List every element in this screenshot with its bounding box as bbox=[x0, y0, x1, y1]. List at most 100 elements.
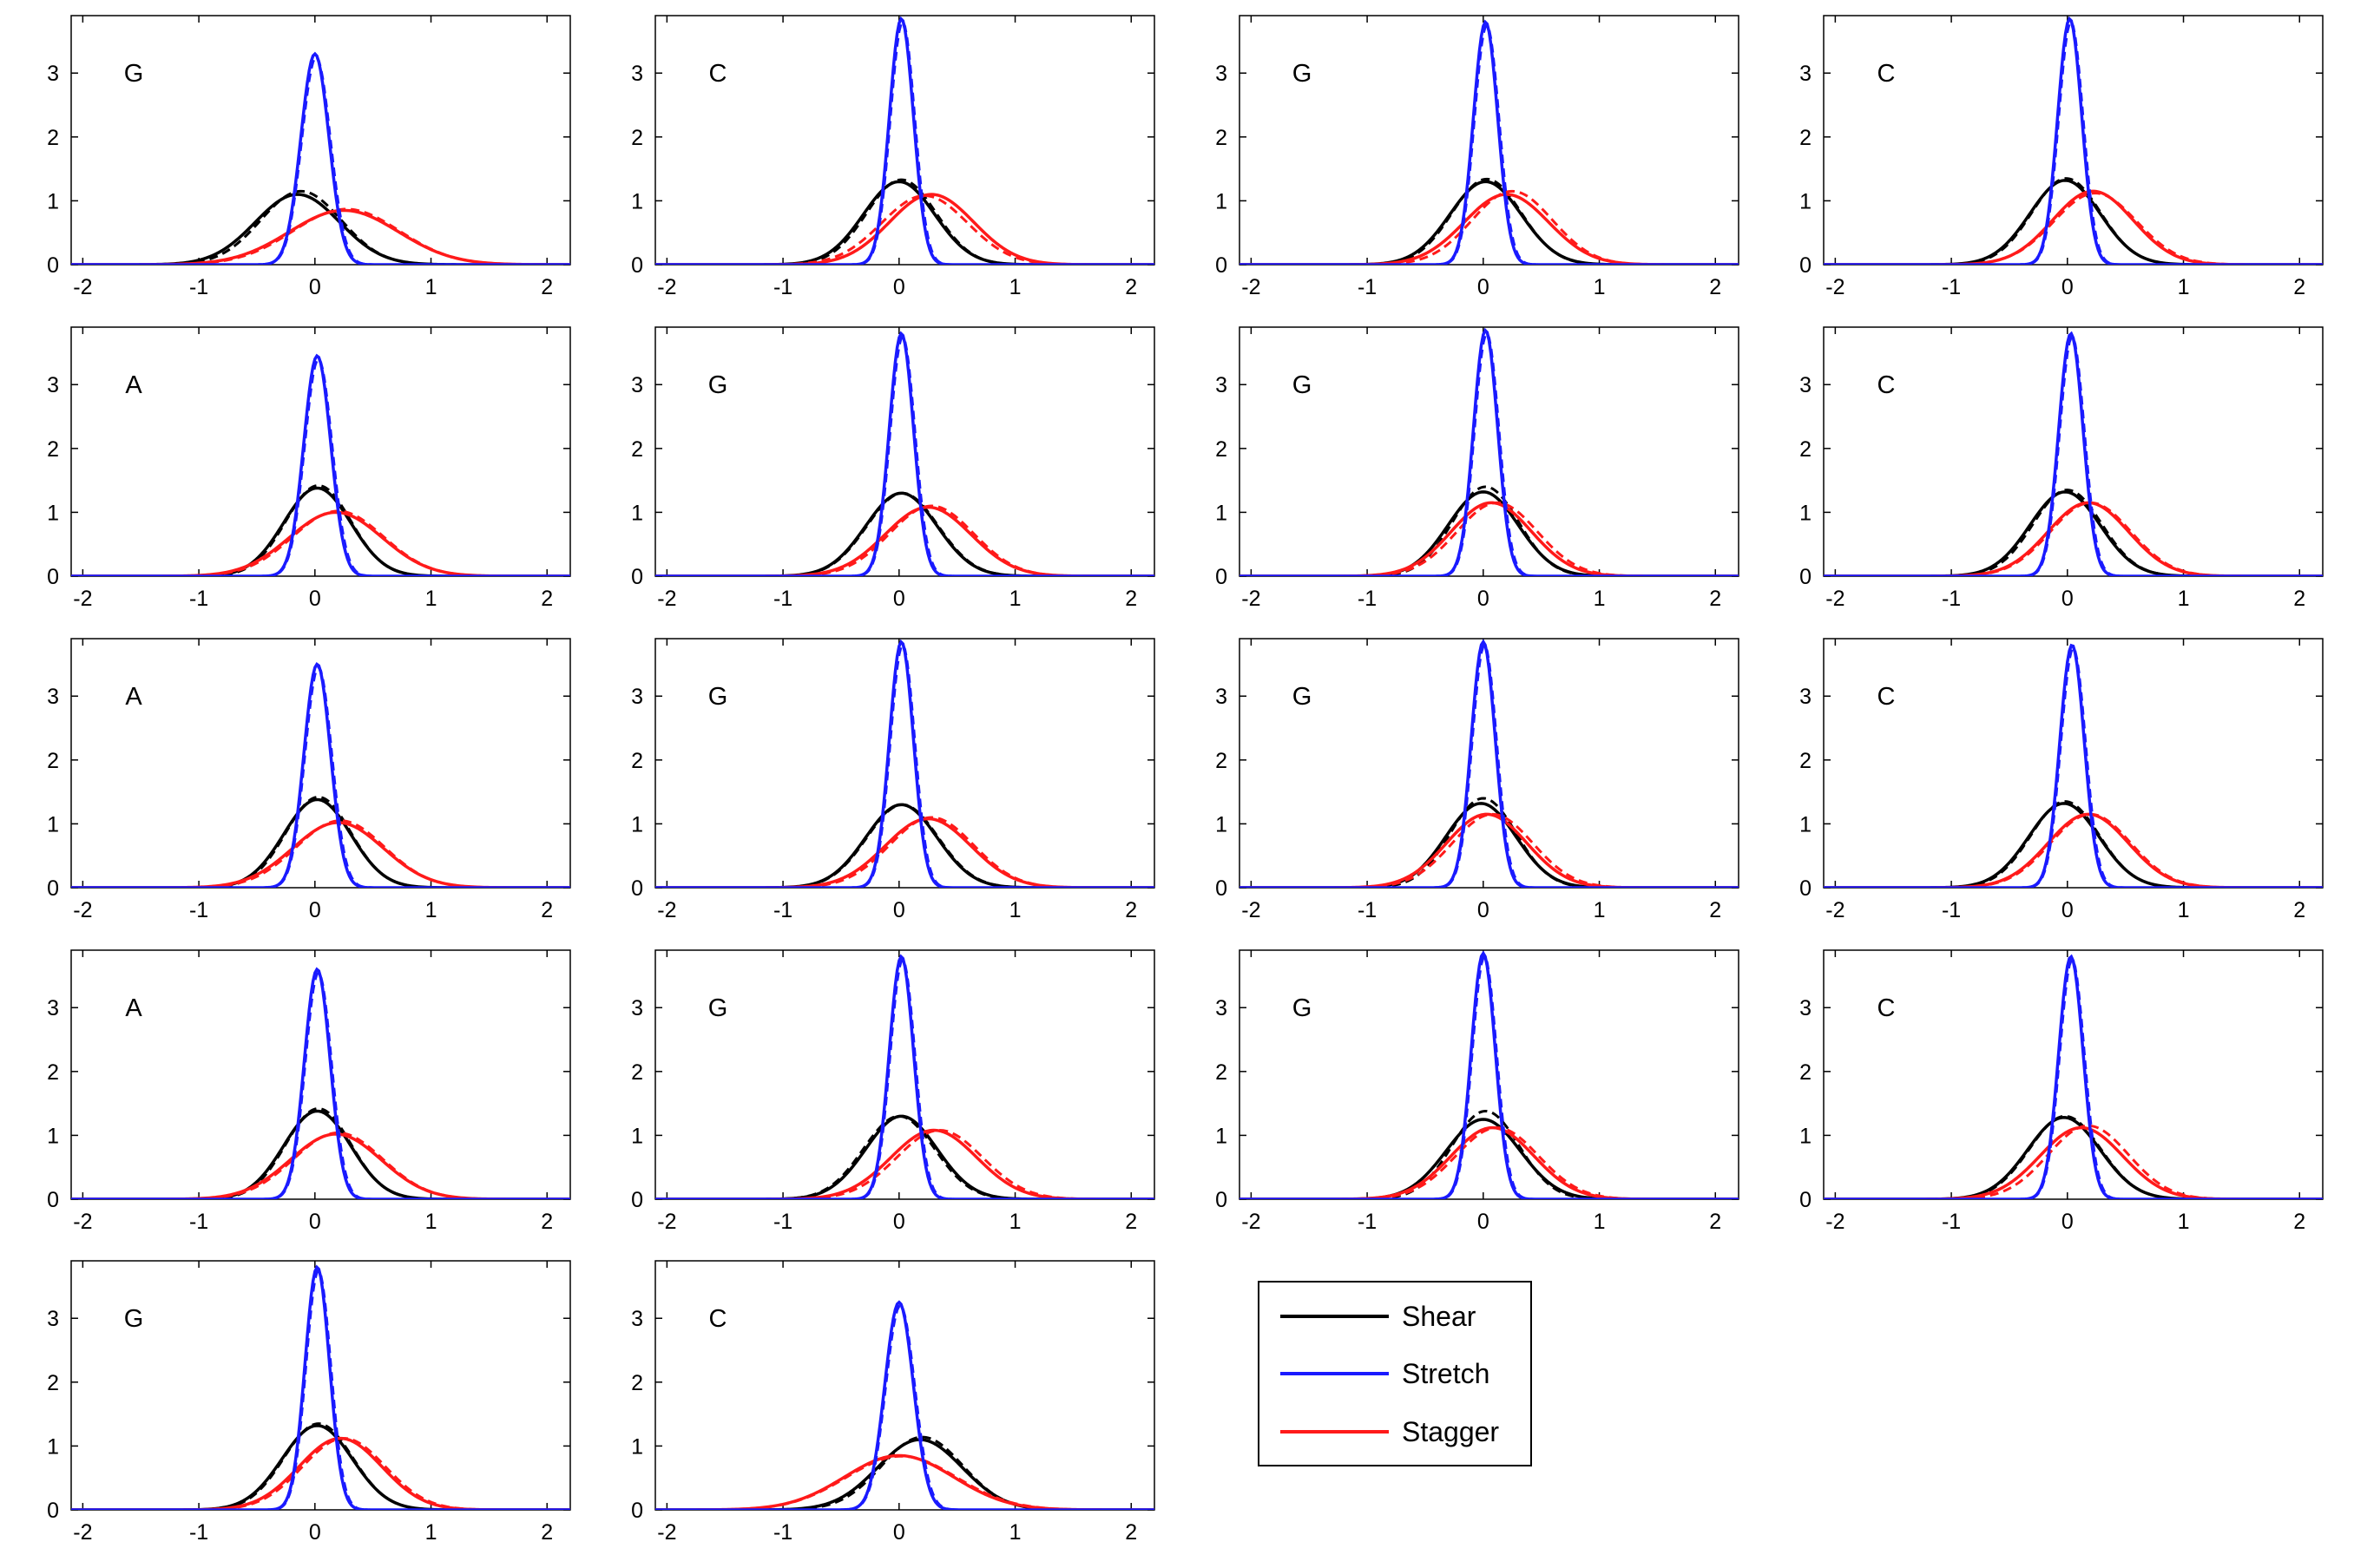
legend-label-shear: Shear bbox=[1402, 1301, 1476, 1332]
y-tick-label: 1 bbox=[631, 812, 643, 836]
y-tick-label: 1 bbox=[1215, 189, 1227, 213]
x-tick-label: 1 bbox=[2178, 898, 2190, 922]
y-tick-label: 3 bbox=[631, 62, 643, 86]
x-tick-label: 2 bbox=[2293, 587, 2305, 611]
panel-11: -2 -1 0 1 2 0 1 2 3 G bbox=[1215, 638, 1739, 922]
y-tick-label: 3 bbox=[1215, 685, 1227, 709]
x-tick-label: 0 bbox=[2061, 1210, 2074, 1234]
x-tick-label: -2 bbox=[657, 898, 676, 922]
x-tick-label: -2 bbox=[73, 275, 92, 299]
series-stretch-line bbox=[71, 51, 570, 265]
panel-label: G bbox=[124, 1305, 144, 1333]
y-tick-label: 1 bbox=[631, 1434, 643, 1459]
panel-label: C bbox=[1877, 683, 1896, 711]
series-stretch-line bbox=[1824, 643, 2323, 888]
y-tick-label: 2 bbox=[631, 437, 643, 462]
y-tick-label: 0 bbox=[47, 1188, 59, 1212]
curves bbox=[1824, 331, 2323, 576]
y-tick-label: 2 bbox=[631, 126, 643, 150]
y-tick-label: 3 bbox=[1799, 62, 1812, 86]
series-stretch-line bbox=[1239, 639, 1739, 888]
x-tick-label: 0 bbox=[309, 898, 321, 922]
series-shear-line bbox=[655, 491, 1154, 576]
series-shear-line bbox=[71, 486, 570, 576]
x-tick-label: 1 bbox=[1009, 275, 1022, 299]
curves bbox=[1239, 327, 1739, 576]
x-tick-label: 1 bbox=[1009, 1210, 1022, 1234]
series-stretch-line bbox=[1239, 327, 1739, 576]
axes-frame bbox=[70, 949, 571, 1200]
y-tick-label: 3 bbox=[631, 685, 643, 709]
y-tick-label: 0 bbox=[1799, 565, 1812, 589]
axes-frame bbox=[654, 1260, 1155, 1511]
y-tick-label: 3 bbox=[1799, 373, 1812, 397]
panel-12: -2 -1 0 1 2 0 1 2 3 C bbox=[1799, 638, 2324, 922]
y-tick-label: 1 bbox=[1799, 1124, 1812, 1148]
curves bbox=[71, 661, 570, 888]
x-tick-label: -1 bbox=[773, 898, 792, 922]
panel-1: -2 -1 0 1 2 0 1 2 3 G bbox=[47, 15, 571, 299]
y-tick-label: 0 bbox=[631, 1499, 643, 1523]
series-shear-line bbox=[1824, 490, 2323, 576]
panel-label: G bbox=[1292, 371, 1312, 399]
panel-label: G bbox=[708, 994, 728, 1022]
x-tick-label: -1 bbox=[189, 587, 208, 611]
series-stretch-line bbox=[1824, 331, 2323, 576]
curves bbox=[655, 331, 1154, 576]
y-tick-label: 2 bbox=[631, 1060, 643, 1085]
x-tick-label: 1 bbox=[425, 898, 437, 922]
y-tick-label: 1 bbox=[47, 812, 59, 836]
series-shear-line bbox=[1239, 802, 1739, 888]
y-tick-label: 1 bbox=[1799, 189, 1812, 213]
panel-4: -2 -1 0 1 2 0 1 2 3 C bbox=[1799, 15, 2324, 299]
curves bbox=[655, 954, 1154, 1199]
x-tick-label: -2 bbox=[1825, 587, 1844, 611]
panel-label: G bbox=[708, 683, 728, 711]
y-tick-label: 1 bbox=[1215, 1124, 1227, 1148]
y-tick-label: 1 bbox=[47, 1434, 59, 1459]
x-tick-label: 1 bbox=[2178, 587, 2190, 611]
y-tick-label: 3 bbox=[47, 685, 59, 709]
x-tick-label: -1 bbox=[1942, 275, 1961, 299]
panel-15: -2 -1 0 1 2 0 1 2 3 G bbox=[1215, 949, 1739, 1234]
x-tick-label: 1 bbox=[425, 1210, 437, 1234]
y-tick-label: 3 bbox=[47, 62, 59, 86]
x-tick-label: 2 bbox=[1125, 587, 1137, 611]
y-tick-label: 0 bbox=[1215, 1188, 1227, 1212]
panel-18: -2 -1 0 1 2 0 1 2 3 C bbox=[631, 1260, 1155, 1545]
y-tick-label: 0 bbox=[1215, 565, 1227, 589]
axes-frame bbox=[1823, 15, 2324, 266]
x-tick-label: 2 bbox=[1125, 1210, 1137, 1234]
x-tick-label: 0 bbox=[893, 275, 905, 299]
axes-frame bbox=[1823, 638, 2324, 889]
panel-label: G bbox=[1292, 994, 1312, 1022]
y-tick-label: 3 bbox=[47, 373, 59, 397]
series-shear-line bbox=[1239, 180, 1739, 265]
x-tick-label: -2 bbox=[657, 1520, 676, 1545]
series-shear-line bbox=[655, 180, 1154, 265]
y-tick-label: 2 bbox=[47, 1060, 59, 1085]
curves bbox=[1824, 643, 2323, 888]
series-stretch-line bbox=[71, 661, 570, 888]
y-tick-label: 1 bbox=[1215, 812, 1227, 836]
x-tick-label: 2 bbox=[2293, 898, 2305, 922]
y-tick-label: 2 bbox=[1215, 126, 1227, 150]
panel-label: G bbox=[708, 371, 728, 399]
y-tick-label: 0 bbox=[1215, 876, 1227, 901]
x-tick-label: 1 bbox=[2178, 1210, 2190, 1234]
panel-13: -2 -1 0 1 2 0 1 2 3 A bbox=[47, 949, 571, 1234]
y-tick-label: 2 bbox=[1215, 437, 1227, 462]
axes-frame bbox=[70, 638, 571, 889]
x-tick-label: 1 bbox=[1594, 587, 1606, 611]
x-tick-label: -2 bbox=[1825, 275, 1844, 299]
curves bbox=[71, 51, 570, 265]
series-shear-line bbox=[71, 797, 570, 888]
y-tick-label: 2 bbox=[47, 749, 59, 773]
series-stretch-line bbox=[655, 331, 1154, 576]
y-tick-label: 1 bbox=[47, 189, 59, 213]
panel-label: C bbox=[709, 60, 727, 88]
x-tick-label: 2 bbox=[2293, 1210, 2305, 1234]
series-stretch-line bbox=[655, 1300, 1154, 1510]
y-tick-label: 2 bbox=[1799, 1060, 1812, 1085]
